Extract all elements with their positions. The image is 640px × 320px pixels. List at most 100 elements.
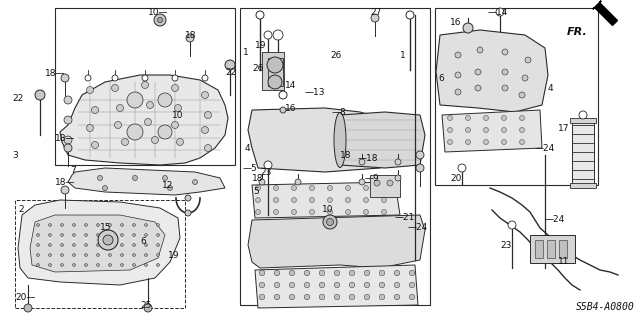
Circle shape — [72, 223, 76, 227]
Circle shape — [175, 105, 182, 111]
Circle shape — [475, 85, 481, 91]
Circle shape — [36, 234, 40, 236]
Circle shape — [36, 223, 40, 227]
Circle shape — [364, 210, 369, 214]
Circle shape — [61, 74, 69, 82]
Circle shape — [144, 304, 152, 312]
Circle shape — [264, 31, 272, 39]
Text: —8: —8 — [332, 108, 347, 116]
Circle shape — [259, 294, 265, 300]
Circle shape — [364, 197, 369, 203]
Text: FR.: FR. — [567, 27, 588, 37]
Circle shape — [61, 234, 63, 236]
Text: —18: —18 — [358, 154, 378, 163]
Text: 11: 11 — [558, 258, 570, 267]
Circle shape — [64, 136, 72, 144]
Circle shape — [61, 223, 63, 227]
Polygon shape — [60, 75, 228, 165]
Circle shape — [202, 126, 209, 133]
Circle shape — [279, 91, 287, 99]
Circle shape — [381, 186, 387, 190]
Circle shape — [61, 186, 69, 194]
Circle shape — [349, 270, 355, 276]
Circle shape — [120, 263, 124, 267]
Circle shape — [255, 197, 260, 203]
Text: 23: 23 — [260, 167, 271, 177]
Text: 26: 26 — [252, 63, 264, 73]
Circle shape — [120, 234, 124, 236]
Bar — [240, 8, 430, 305]
Circle shape — [145, 223, 147, 227]
Circle shape — [334, 282, 340, 288]
Circle shape — [24, 304, 32, 312]
Bar — [559, 240, 567, 258]
Circle shape — [157, 253, 159, 257]
Circle shape — [409, 294, 415, 300]
Circle shape — [525, 57, 531, 63]
Text: —21: —21 — [395, 213, 415, 222]
Circle shape — [35, 90, 45, 100]
Circle shape — [291, 210, 296, 214]
Circle shape — [387, 180, 393, 186]
Circle shape — [289, 270, 295, 276]
Circle shape — [381, 210, 387, 214]
Circle shape — [326, 219, 333, 226]
Text: 16: 16 — [450, 18, 461, 27]
Circle shape — [508, 221, 516, 229]
Circle shape — [328, 197, 333, 203]
Text: 18—: 18— — [45, 68, 65, 77]
Bar — [262, 52, 284, 90]
Circle shape — [259, 282, 265, 288]
Circle shape — [346, 197, 351, 203]
Circle shape — [145, 263, 147, 267]
Circle shape — [380, 282, 385, 288]
Circle shape — [97, 223, 99, 227]
Circle shape — [359, 159, 365, 165]
Circle shape — [349, 294, 355, 300]
Circle shape — [92, 107, 99, 114]
Circle shape — [132, 244, 136, 246]
Text: —24: —24 — [535, 143, 556, 153]
Circle shape — [304, 270, 310, 276]
Circle shape — [519, 92, 525, 98]
Text: 18—: 18— — [55, 178, 76, 187]
Circle shape — [97, 263, 99, 267]
Circle shape — [256, 11, 264, 19]
Circle shape — [346, 210, 351, 214]
Circle shape — [447, 140, 452, 145]
Polygon shape — [248, 108, 385, 172]
Circle shape — [168, 186, 173, 190]
Circle shape — [579, 111, 587, 119]
Polygon shape — [68, 168, 225, 195]
Circle shape — [465, 140, 470, 145]
Text: 3: 3 — [12, 150, 18, 159]
Bar — [570, 183, 596, 188]
Text: 6: 6 — [438, 74, 444, 83]
Text: 17: 17 — [558, 124, 570, 132]
Circle shape — [483, 140, 488, 145]
Text: 12: 12 — [162, 180, 173, 189]
Circle shape — [328, 186, 333, 190]
Circle shape — [289, 282, 295, 288]
Circle shape — [61, 253, 63, 257]
Circle shape — [205, 111, 211, 118]
Circle shape — [259, 179, 265, 185]
Circle shape — [409, 270, 415, 276]
Circle shape — [502, 85, 508, 91]
Text: 1: 1 — [400, 51, 406, 60]
Circle shape — [112, 75, 118, 81]
Circle shape — [273, 30, 283, 40]
Circle shape — [84, 253, 88, 257]
Circle shape — [455, 52, 461, 58]
Circle shape — [346, 186, 351, 190]
Bar — [570, 118, 596, 123]
Circle shape — [145, 253, 147, 257]
Circle shape — [273, 197, 278, 203]
Polygon shape — [436, 30, 548, 112]
Circle shape — [267, 57, 283, 73]
Circle shape — [111, 84, 118, 92]
Circle shape — [273, 210, 278, 214]
Circle shape — [84, 263, 88, 267]
Text: 1: 1 — [243, 47, 249, 57]
Circle shape — [109, 223, 111, 227]
